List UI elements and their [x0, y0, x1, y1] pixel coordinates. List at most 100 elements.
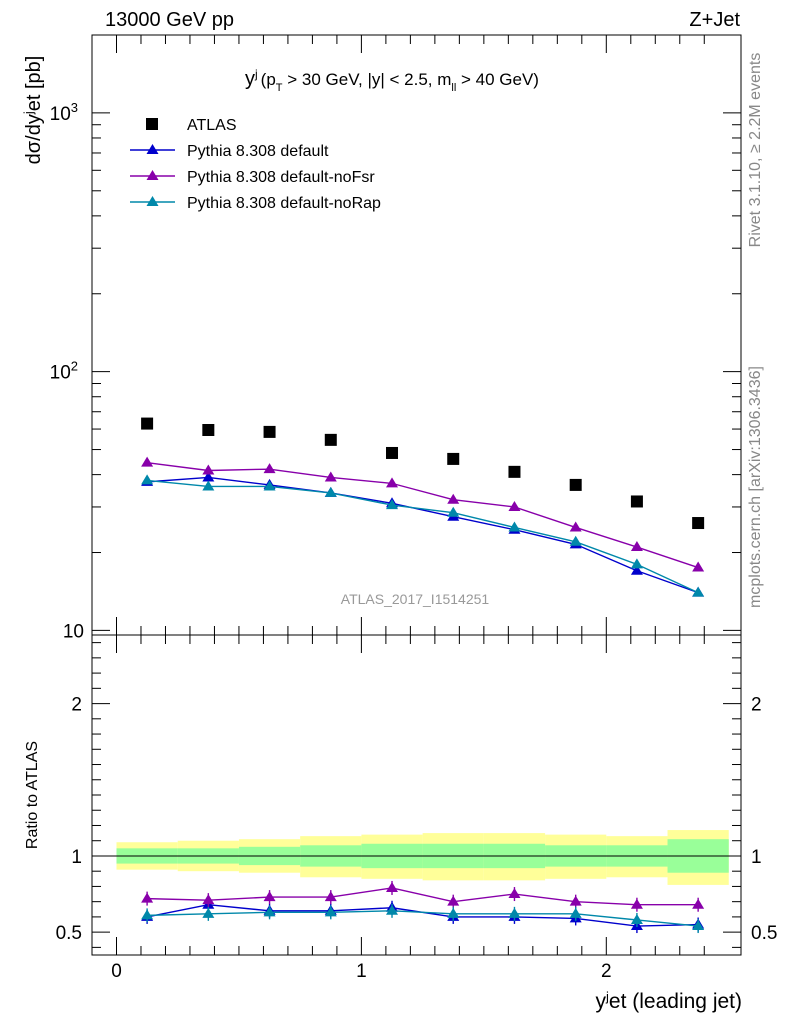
series-point-noRap: [386, 499, 399, 510]
main-y-tick-label: 10: [63, 621, 84, 642]
series-point-noFsr: [692, 561, 705, 572]
legend-marker-nofsr: [146, 170, 159, 180]
atlas-data-point: [386, 446, 399, 459]
series-point-noRap: [508, 521, 521, 532]
legend: ATLAS Pythia 8.308 default Pythia 8.308 …: [130, 117, 381, 212]
ratio-point-noFsr: [630, 898, 643, 909]
xlabel-sup: j: [605, 989, 609, 1004]
atlas-data-point: [324, 433, 337, 446]
ratio-point-noFsr: [508, 888, 521, 899]
series-point-noRap: [692, 586, 705, 597]
ratio-point-noRap: [692, 920, 705, 931]
ratio-point-noFsr: [202, 894, 215, 905]
series-point-noRap: [447, 506, 460, 517]
ratio-y-tick-label: 0.5: [56, 923, 82, 944]
ratio-y-axis-label: Ratio to ATLAS: [24, 741, 41, 849]
ratio-point-noRap: [141, 909, 154, 920]
series-point-noFsr: [386, 477, 399, 488]
series-point-noRap: [630, 558, 643, 569]
series-point-noRap: [324, 486, 337, 497]
series-point-noRap: [569, 535, 582, 546]
title-rest1: > 30 GeV, |y| < 2.5, m: [283, 70, 452, 89]
ratio-point-noRap: [630, 913, 643, 924]
ratio-point-noRap: [324, 906, 337, 917]
series-line-default: [147, 476, 699, 594]
title-sub-T: T: [276, 82, 283, 94]
main-title: yj (pT > 30 GeV, |y| < 2.5, mll > 40 GeV): [245, 67, 539, 94]
ratio-bands: [92, 830, 741, 885]
ylabel-part2: et [pb]: [23, 56, 45, 112]
title-cuts: (p: [261, 70, 276, 89]
atlas-data-point: [630, 495, 643, 508]
series-point-noFsr: [202, 464, 215, 475]
ratio-y-tick-label: 2: [71, 695, 82, 716]
ylabel-sup: j: [21, 111, 36, 115]
ratio-y-tick-label: 1: [71, 847, 82, 868]
ratio-point-noRap: [508, 907, 521, 918]
title-sub-ll: ll: [451, 82, 456, 94]
main-y-tick-label: 103: [50, 100, 78, 125]
main-axes: 10 102 103: [50, 34, 741, 642]
atlas-data-point: [692, 517, 705, 530]
ratio-y-tick-label-right: 1: [751, 847, 762, 868]
watermark: ATLAS_2017_I1514251: [341, 591, 490, 607]
ratio-point-noRap: [263, 906, 276, 917]
ratio-point-noFsr: [447, 895, 460, 906]
xlabel-y: y: [596, 990, 607, 1013]
series-point-noFsr: [569, 521, 582, 532]
legend-marker-norap: [146, 196, 159, 206]
ratio-point-noRap: [202, 907, 215, 918]
main-y-tick-label: 102: [50, 359, 78, 384]
ratio-line-noFsr: [147, 887, 699, 906]
series-point-noRap: [141, 474, 154, 485]
legend-label-nofsr: Pythia 8.308 default-noFsr: [187, 169, 375, 186]
title-rest2: > 40 GeV): [456, 70, 539, 89]
ratio-point-noRap: [447, 907, 460, 918]
ratio-y-tick-label-right: 2: [751, 695, 762, 716]
ratio-axes: 0.5 0.5 1 1 2 2 0 1 2: [56, 635, 777, 982]
series-point-noFsr: [324, 471, 337, 482]
title-y: y: [245, 68, 255, 90]
ratio-point-noFsr: [569, 895, 582, 906]
ratio-point-noFsr: [324, 891, 337, 902]
main-y-axis-label: dσ/dyjet [pb]: [21, 56, 46, 165]
header-left: 13000 GeV pp: [105, 9, 234, 31]
ratio-line-noRap: [147, 910, 699, 927]
series-line-noRap: [147, 479, 699, 594]
series-line-noFsr: [147, 461, 699, 569]
ratio-frame: [91, 634, 742, 956]
ratio-point-noRap: [569, 907, 582, 918]
xlabel-rest: et (leading jet): [609, 990, 742, 1013]
side-label-mcplots: mcplots.cern.ch [arXiv:1306.3436]: [747, 366, 764, 608]
atlas-data-point: [508, 465, 521, 478]
atlas-data-point: [141, 417, 154, 430]
ratio-point-noFsr: [692, 898, 705, 909]
ratio-data-layer: [141, 880, 705, 934]
side-label-rivet: Rivet 3.1.10, ≥ 2.2M events: [747, 53, 764, 248]
atlas-data-point: [569, 478, 582, 491]
main-panel: dσ/dyjet [pb] yj (pT > 30 GeV, |y| < 2.5,…: [21, 34, 742, 642]
main-data-layer: [141, 417, 705, 597]
series-point-noFsr: [447, 493, 460, 504]
ratio-panel: 0.5 0.5 1 1 2 2 0 1 2 Ratio to ATLAS yjet (leadi…: [24, 634, 777, 1014]
x-tick-label: 1: [356, 961, 367, 982]
series-point-noRap: [263, 480, 276, 491]
series-point-noFsr: [508, 500, 521, 511]
title-sup: j: [254, 67, 258, 81]
series-point-noFsr: [141, 456, 154, 467]
series-point-default: [202, 471, 215, 482]
series-point-noFsr: [263, 463, 276, 474]
legend-marker-atlas: [146, 118, 158, 130]
series-point-noFsr: [630, 541, 643, 552]
series-point-noRap: [202, 480, 215, 491]
ratio-point-noFsr: [263, 891, 276, 902]
ratio-point-noRap: [386, 904, 399, 915]
legend-label-atlas: ATLAS: [187, 117, 237, 134]
ylabel-part1: dσ/dy: [23, 114, 45, 164]
x-axis-label: yjet (leading jet): [596, 989, 742, 1014]
x-tick-label: 2: [601, 961, 612, 982]
ratio-line-default: [146, 904, 699, 927]
atlas-data-point: [202, 423, 215, 436]
ratio-point-noFsr: [141, 892, 154, 903]
header-right: Z+Jet: [689, 9, 740, 31]
